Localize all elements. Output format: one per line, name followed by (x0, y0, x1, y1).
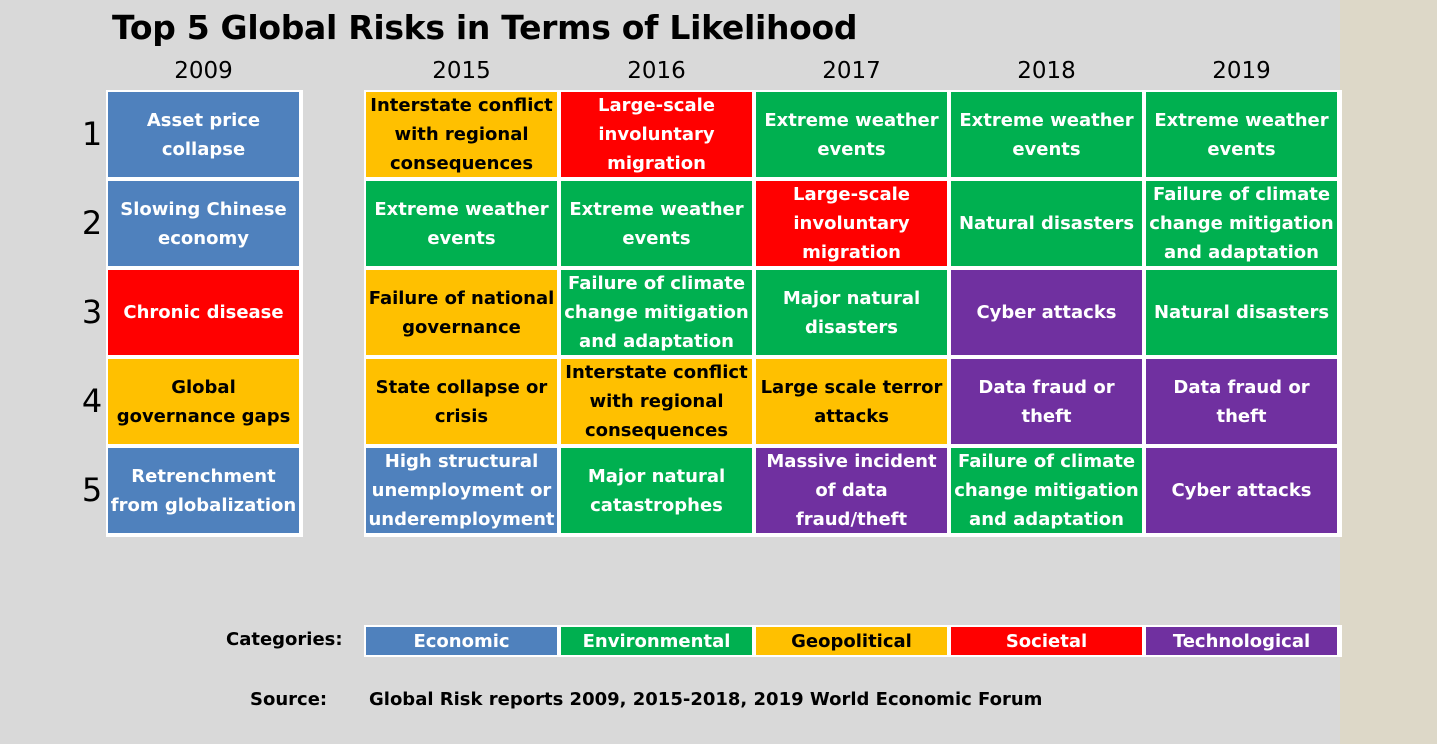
risk-cell: Extreme weather events (366, 181, 557, 266)
right-margin-strip (1340, 0, 1437, 744)
rank-number: 1 (81, 115, 103, 153)
risk-cell: Massive incident of data fraud/theft (756, 448, 947, 533)
legend-item: Environmental (561, 627, 752, 655)
year-header: 2019 (1212, 58, 1271, 84)
risk-cell: Asset price collapse (108, 92, 299, 177)
risk-cell: Extreme weather events (561, 181, 752, 266)
risk-cell: High structural unemployment or underemp… (366, 448, 557, 533)
legend-item: Economic (366, 627, 557, 655)
risk-cell: Interstate conflict with regional conseq… (561, 359, 752, 444)
legend-item: Geopolitical (756, 627, 947, 655)
risk-cell: Large scale terror attacks (756, 359, 947, 444)
risk-cell: Failure of national governance (366, 270, 557, 355)
risk-cell: Major natural disasters (756, 270, 947, 355)
risk-cell: Chronic disease (108, 270, 299, 355)
risk-cell: Large-scale involuntary migration (561, 92, 752, 177)
source-label: Source: (250, 689, 328, 710)
year-header: 2009 (174, 58, 233, 84)
risk-cell: Data fraud or theft (951, 359, 1142, 444)
rank-number: 4 (81, 382, 103, 420)
rank-number: 3 (81, 293, 103, 331)
chart-title: Top 5 Global Risks in Terms of Likelihoo… (112, 8, 858, 47)
risk-cell: Extreme weather events (1146, 92, 1337, 177)
risk-cell: Large-scale involuntary migration (756, 181, 947, 266)
risk-cell: Cyber attacks (951, 270, 1142, 355)
risk-cell: Retrenchment from globalization (108, 448, 299, 533)
year-header: 2015 (432, 58, 491, 84)
risk-cell: Failure of climate change mitigation and… (1146, 181, 1337, 266)
risk-cell: Major natural catastrophes (561, 448, 752, 533)
rank-number: 2 (81, 204, 103, 242)
risk-cell: Slowing Chinese economy (108, 181, 299, 266)
risk-cell: Data fraud or theft (1146, 359, 1337, 444)
risk-cell: Failure of climate change mitigation and… (951, 448, 1142, 533)
rank-number: 5 (81, 471, 103, 509)
categories-label: Categories: (226, 629, 343, 650)
risk-cell: Cyber attacks (1146, 448, 1337, 533)
year-header: 2017 (822, 58, 881, 84)
source-text: Global Risk reports 2009, 2015-2018, 201… (369, 689, 1043, 710)
year-header: 2018 (1017, 58, 1076, 84)
risk-cell: Extreme weather events (756, 92, 947, 177)
risk-cell: Failure of climate change mitigation and… (561, 270, 752, 355)
risk-cell: Interstate conflict with regional conseq… (366, 92, 557, 177)
year-header: 2016 (627, 58, 686, 84)
risk-cell: Global governance gaps (108, 359, 299, 444)
legend-item: Societal (951, 627, 1142, 655)
risk-cell: Natural disasters (951, 181, 1142, 266)
legend-item: Technological (1146, 627, 1337, 655)
risk-cell: State collapse or crisis (366, 359, 557, 444)
risk-cell: Extreme weather events (951, 92, 1142, 177)
risk-cell: Natural disasters (1146, 270, 1337, 355)
